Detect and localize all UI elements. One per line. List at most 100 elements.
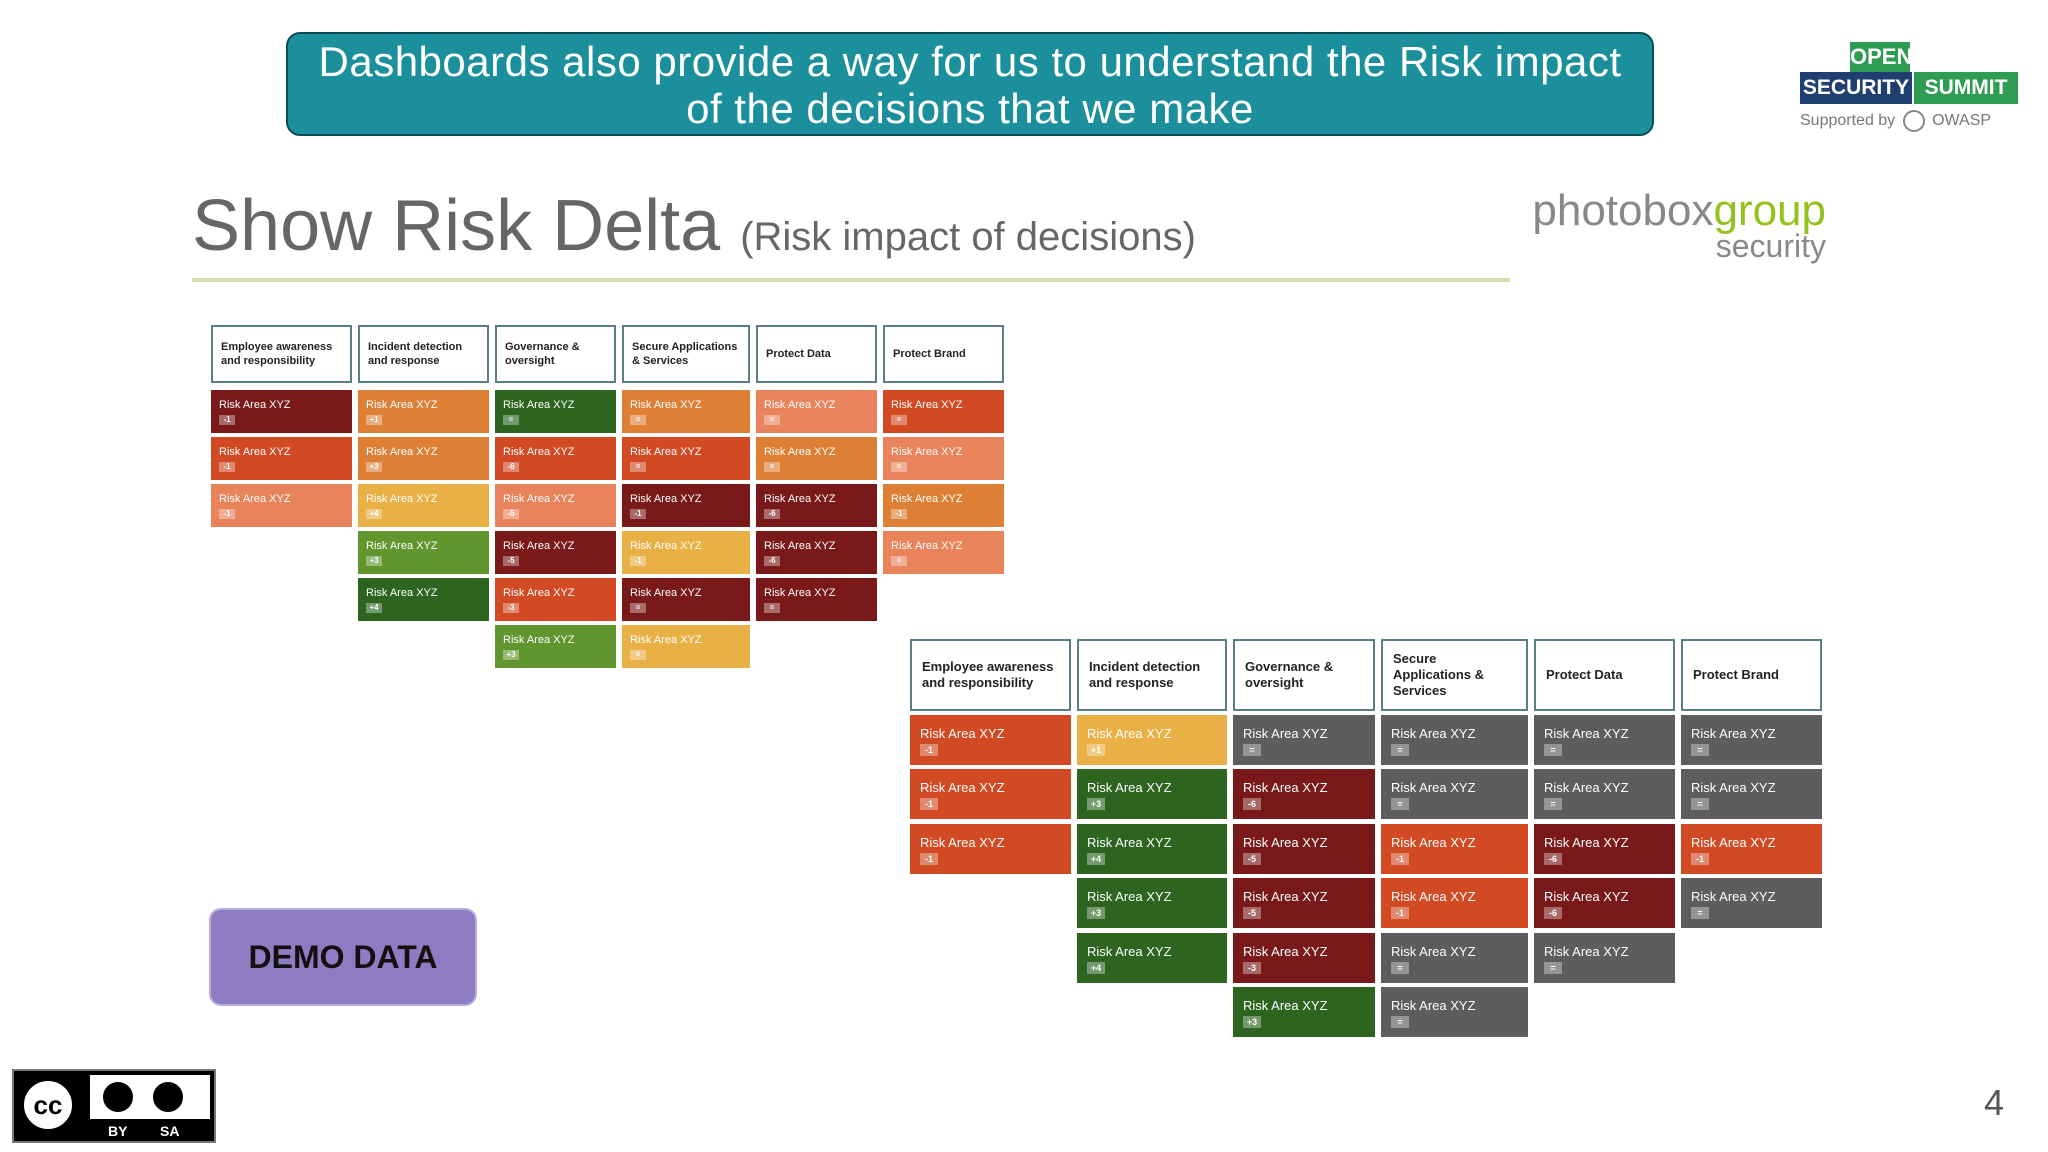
cc-by-sa-license-badge: cc BY SA (12, 1069, 216, 1143)
risk-area-label: Risk Area XYZ (1691, 834, 1776, 850)
risk-cell: Risk Area XYZ = (1534, 769, 1675, 820)
risk-area-label: Risk Area XYZ (1391, 726, 1476, 741)
risk-area-label: Risk Area XYZ (920, 834, 1005, 850)
risk-cell: Risk Area XYZ -1 (211, 484, 352, 527)
risk-area-label: Risk Area XYZ (503, 399, 575, 411)
logo-security-text: SECURITY (1800, 72, 1912, 104)
column-header: Protect Data (1534, 639, 1675, 711)
risk-area-label: Risk Area XYZ (920, 726, 1005, 741)
open-security-summit-logo: OPEN SECURITY SUMMIT Supported by OWASP (1800, 28, 2025, 138)
risk-area-label: Risk Area XYZ (1691, 780, 1776, 796)
risk-cell: Risk Area XYZ -1 (211, 437, 352, 480)
risk-delta-badge: = (630, 650, 646, 660)
risk-delta-badge: = (1691, 907, 1709, 920)
risk-area-label: Risk Area XYZ (503, 540, 575, 552)
risk-delta-badge: = (1544, 961, 1562, 974)
risk-area-label: Risk Area XYZ (219, 399, 291, 411)
risk-area-label: Risk Area XYZ (630, 634, 702, 646)
risk-delta-badge: -1 (1391, 852, 1409, 865)
risk-delta-badge: = (1243, 744, 1261, 756)
risk-delta-badge: -1 (1691, 852, 1709, 865)
risk-delta-badge: = (630, 415, 646, 425)
risk-delta-badge: +1 (366, 415, 382, 425)
risk-delta-badge: -1 (920, 852, 938, 865)
risk-cell: Risk Area XYZ = (1681, 878, 1822, 929)
risk-area-label: Risk Area XYZ (219, 493, 291, 505)
page-number: 4 (1984, 1082, 2005, 1123)
photobox-group-logo: photoboxgroup security (1526, 186, 1826, 265)
column-header: Incident detection and response (358, 325, 489, 383)
risk-delta-badge: +3 (503, 650, 519, 660)
risk-delta-badge: +4 (1087, 852, 1105, 865)
risk-area-label: Risk Area XYZ (630, 446, 702, 458)
column-header: Employee awareness and responsibility (211, 325, 352, 383)
risk-area-label: Risk Area XYZ (1391, 998, 1476, 1013)
cc-icon: cc (20, 1077, 76, 1133)
risk-cell: Risk Area XYZ = (883, 437, 1004, 480)
risk-delta-badge: -6 (1243, 798, 1261, 811)
license-sa-text: SA (160, 1123, 180, 1139)
risk-delta-badge: -6 (1544, 907, 1562, 920)
risk-area-label: Risk Area XYZ (630, 587, 702, 599)
risk-cell: Risk Area XYZ = (1233, 715, 1375, 765)
risk-delta-badge: -1 (219, 462, 235, 472)
risk-area-label: Risk Area XYZ (764, 540, 836, 552)
risk-delta-badge: +4 (366, 603, 382, 613)
risk-area-label: Risk Area XYZ (891, 540, 963, 552)
logo-supported-by: Supported by OWASP (1800, 110, 2025, 132)
risk-area-label: Risk Area XYZ (1243, 834, 1328, 850)
risk-cell: Risk Area XYZ +3 (358, 531, 489, 574)
security-text: security (1715, 228, 1826, 264)
risk-delta-badge: = (1391, 744, 1409, 756)
risk-area-label: Risk Area XYZ (630, 493, 702, 505)
slide-title: Show Risk Delta (Risk impact of decision… (192, 185, 1196, 267)
photobox-text: photobox (1532, 186, 1714, 235)
headline-banner: Dashboards also provide a way for us to … (286, 32, 1654, 136)
risk-area-label: Risk Area XYZ (1544, 780, 1629, 796)
risk-delta-badge: = (1391, 1016, 1409, 1028)
risk-cell: Risk Area XYZ -6 (756, 484, 877, 527)
risk-area-label: Risk Area XYZ (764, 493, 836, 505)
risk-delta-badge: = (891, 415, 907, 425)
risk-delta-badge: +3 (1087, 907, 1105, 920)
risk-cell: Risk Area XYZ -1 (883, 484, 1004, 527)
risk-delta-badge: = (764, 462, 780, 472)
risk-cell: Risk Area XYZ +4 (1077, 932, 1227, 983)
risk-cell: Risk Area XYZ -1 (1381, 878, 1528, 929)
risk-area-label: Risk Area XYZ (764, 399, 836, 411)
risk-area-label: Risk Area XYZ (920, 780, 1005, 796)
risk-delta-badge: -1 (219, 509, 235, 519)
risk-cell: Risk Area XYZ -5 (1233, 878, 1375, 929)
risk-delta-badge: -1 (920, 744, 938, 756)
risk-cell: Risk Area XYZ -5 (495, 484, 616, 527)
banner-line-1: Dashboards also provide a way for us to … (318, 38, 1622, 85)
title-text: Show Risk Delta (192, 186, 721, 266)
risk-delta-badge: = (1391, 798, 1409, 811)
risk-area-label: Risk Area XYZ (1087, 780, 1172, 796)
column-header: Incident detection and response (1077, 639, 1227, 711)
banner-line-2: of the decisions that we make (686, 85, 1254, 132)
risk-area-label: Risk Area XYZ (366, 446, 438, 458)
risk-delta-badge: = (891, 556, 907, 566)
risk-delta-badge: -1 (1391, 907, 1409, 920)
risk-cell: Risk Area XYZ +4 (358, 578, 489, 621)
risk-delta-badge: = (764, 415, 780, 425)
risk-delta-badge: = (1544, 744, 1562, 756)
risk-cell: Risk Area XYZ = (756, 578, 877, 621)
logo-open-text: OPEN (1850, 42, 1912, 72)
owasp-text: OWASP (1932, 112, 1992, 130)
risk-delta-badge: = (630, 603, 646, 613)
risk-area-label: Risk Area XYZ (1243, 780, 1328, 796)
risk-delta-badge: -5 (1243, 852, 1261, 865)
risk-area-label: Risk Area XYZ (1087, 834, 1172, 850)
risk-cell: Risk Area XYZ +3 (1077, 878, 1227, 929)
risk-cell: Risk Area XYZ = (1681, 769, 1822, 820)
risk-area-label: Risk Area XYZ (1391, 943, 1476, 959)
logo-summit-text: SUMMIT (1914, 72, 2018, 104)
risk-area-label: Risk Area XYZ (764, 446, 836, 458)
risk-cell: Risk Area XYZ = (883, 531, 1004, 574)
risk-area-label: Risk Area XYZ (1243, 943, 1328, 959)
risk-area-label: Risk Area XYZ (630, 540, 702, 552)
owasp-icon (1902, 110, 1925, 132)
risk-delta-badge: = (1544, 798, 1562, 811)
